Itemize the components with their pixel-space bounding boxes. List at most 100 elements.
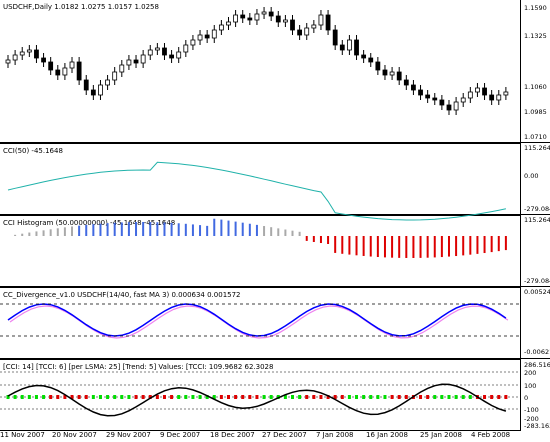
- tcci-trend-marker: [127, 395, 131, 399]
- tcci-trend-marker: [347, 395, 351, 399]
- candle-body: [304, 27, 310, 36]
- tcci-trend-marker: [340, 395, 344, 399]
- candle-body: [325, 14, 331, 31]
- tcci-trend-marker: [369, 395, 373, 399]
- candle-body: [375, 61, 381, 71]
- tcci-scale-6: -200: [524, 415, 539, 423]
- date-label-1: 11 Nov 2007: [0, 431, 45, 439]
- candle-body: [190, 39, 196, 46]
- candle-body: [396, 71, 402, 81]
- tcci-pane-title: [CCI: 14] [TCCI: 6] [per LSMA: 25] [Tren…: [3, 363, 274, 371]
- tcci-trend-marker: [426, 395, 430, 399]
- tcci-trend-marker: [255, 395, 259, 399]
- tcci-trend-marker: [226, 395, 230, 399]
- price-chart-pane[interactable]: [0, 0, 520, 141]
- tcci-trend-marker: [461, 395, 465, 399]
- candle-body: [90, 89, 96, 96]
- candle-body: [354, 39, 359, 56]
- tcci-trend-marker: [234, 395, 238, 399]
- candle-body: [254, 13, 260, 21]
- candle-body: [432, 97, 438, 101]
- tcci-trend-marker: [433, 395, 437, 399]
- candle-body: [112, 71, 118, 81]
- tcci-trend-marker: [326, 395, 330, 399]
- candle-body: [361, 54, 367, 59]
- candle-body: [368, 57, 374, 63]
- tcci-trend-marker: [497, 395, 501, 399]
- tcci-trend-marker: [148, 395, 152, 399]
- hist-pane-border: [0, 215, 520, 216]
- candle-body: [133, 59, 139, 64]
- candle-body: [48, 61, 54, 71]
- candle-body: [83, 79, 89, 91]
- candle-body: [176, 51, 182, 59]
- candle-body: [247, 17, 253, 21]
- div-pane-title: CC_Divergence_v1.0 USDCHF(14/40, fast MA…: [3, 291, 241, 299]
- candle-body: [76, 61, 82, 81]
- price-scale-4: 1.0985: [524, 108, 547, 116]
- tcci-trend-marker: [205, 395, 209, 399]
- candle-body: [162, 47, 167, 56]
- candle-body: [418, 89, 423, 96]
- candle-body: [332, 29, 338, 46]
- tcci-trend-marker: [333, 395, 337, 399]
- tcci-trend-marker: [177, 395, 181, 399]
- tcci-line: [7, 383, 507, 417]
- tcci-trend-marker: [269, 395, 273, 399]
- tcci-trend-marker: [155, 395, 159, 399]
- candle-body: [126, 59, 132, 66]
- candle-body: [403, 79, 409, 86]
- date-label-6: 27 Dec 2007: [262, 431, 307, 439]
- tcci-trend-marker: [84, 395, 88, 399]
- tcci-trend-marker: [355, 395, 359, 399]
- candle-body: [297, 29, 303, 36]
- tcci-trend-marker: [170, 395, 174, 399]
- tcci-trend-marker: [362, 395, 366, 399]
- tcci-trend-marker: [113, 395, 117, 399]
- tcci-trend-marker: [27, 395, 31, 399]
- tcci-trend-marker: [454, 395, 458, 399]
- candle-body: [55, 69, 61, 76]
- tcci-trend-marker: [312, 395, 316, 399]
- tcci-trend-marker: [63, 395, 67, 399]
- tcci-trend-marker: [120, 395, 124, 399]
- tcci-scale-5: -100: [524, 406, 539, 414]
- candle-body: [475, 87, 480, 93]
- candle-body: [62, 67, 68, 76]
- tcci-trend-marker: [483, 395, 487, 399]
- tcci-trend-marker: [42, 395, 46, 399]
- candle-body: [26, 49, 32, 53]
- tcci-trend-marker: [49, 395, 53, 399]
- cci-scale-top: 115.2644: [524, 144, 550, 152]
- tcci-trend-marker: [468, 395, 472, 399]
- candle-body: [489, 94, 495, 101]
- price-scale-3: 1.1060: [524, 83, 547, 91]
- tcci-scale-4: 0: [524, 394, 529, 402]
- candle-body: [154, 47, 160, 51]
- tcci-trend-marker: [70, 395, 74, 399]
- candle-body: [5, 59, 11, 64]
- cci-scale-bottom: -279.084: [524, 205, 550, 213]
- candle-body: [446, 104, 452, 111]
- candle-body: [425, 94, 431, 99]
- tcci-scale-3: 100: [524, 382, 537, 390]
- candle-body: [233, 14, 239, 23]
- date-label-7: 7 Jan 2008: [316, 431, 354, 439]
- date-label-2: 20 Nov 2007: [52, 431, 97, 439]
- price-scale-1: 1.1590: [524, 4, 547, 12]
- tcci-trend-marker: [98, 395, 102, 399]
- tcci-trend-marker: [34, 395, 38, 399]
- tcci-trend-marker: [248, 395, 252, 399]
- tcci-trend-marker: [198, 395, 202, 399]
- tcci-trend-marker: [262, 395, 266, 399]
- candle-body: [339, 44, 345, 51]
- tcci-trend-marker: [212, 395, 216, 399]
- candle-body: [34, 49, 39, 59]
- date-label-8: 16 Jan 2008: [366, 431, 408, 439]
- tcci-trend-marker: [283, 395, 287, 399]
- divergence-fast-line: [7, 303, 507, 337]
- price-pane-title: USDCHF,Daily 1.0182 1.0275 1.0157 1.0258: [3, 3, 159, 11]
- tcci-trend-marker: [419, 395, 423, 399]
- date-label-4: 9 Dec 2007: [160, 431, 201, 439]
